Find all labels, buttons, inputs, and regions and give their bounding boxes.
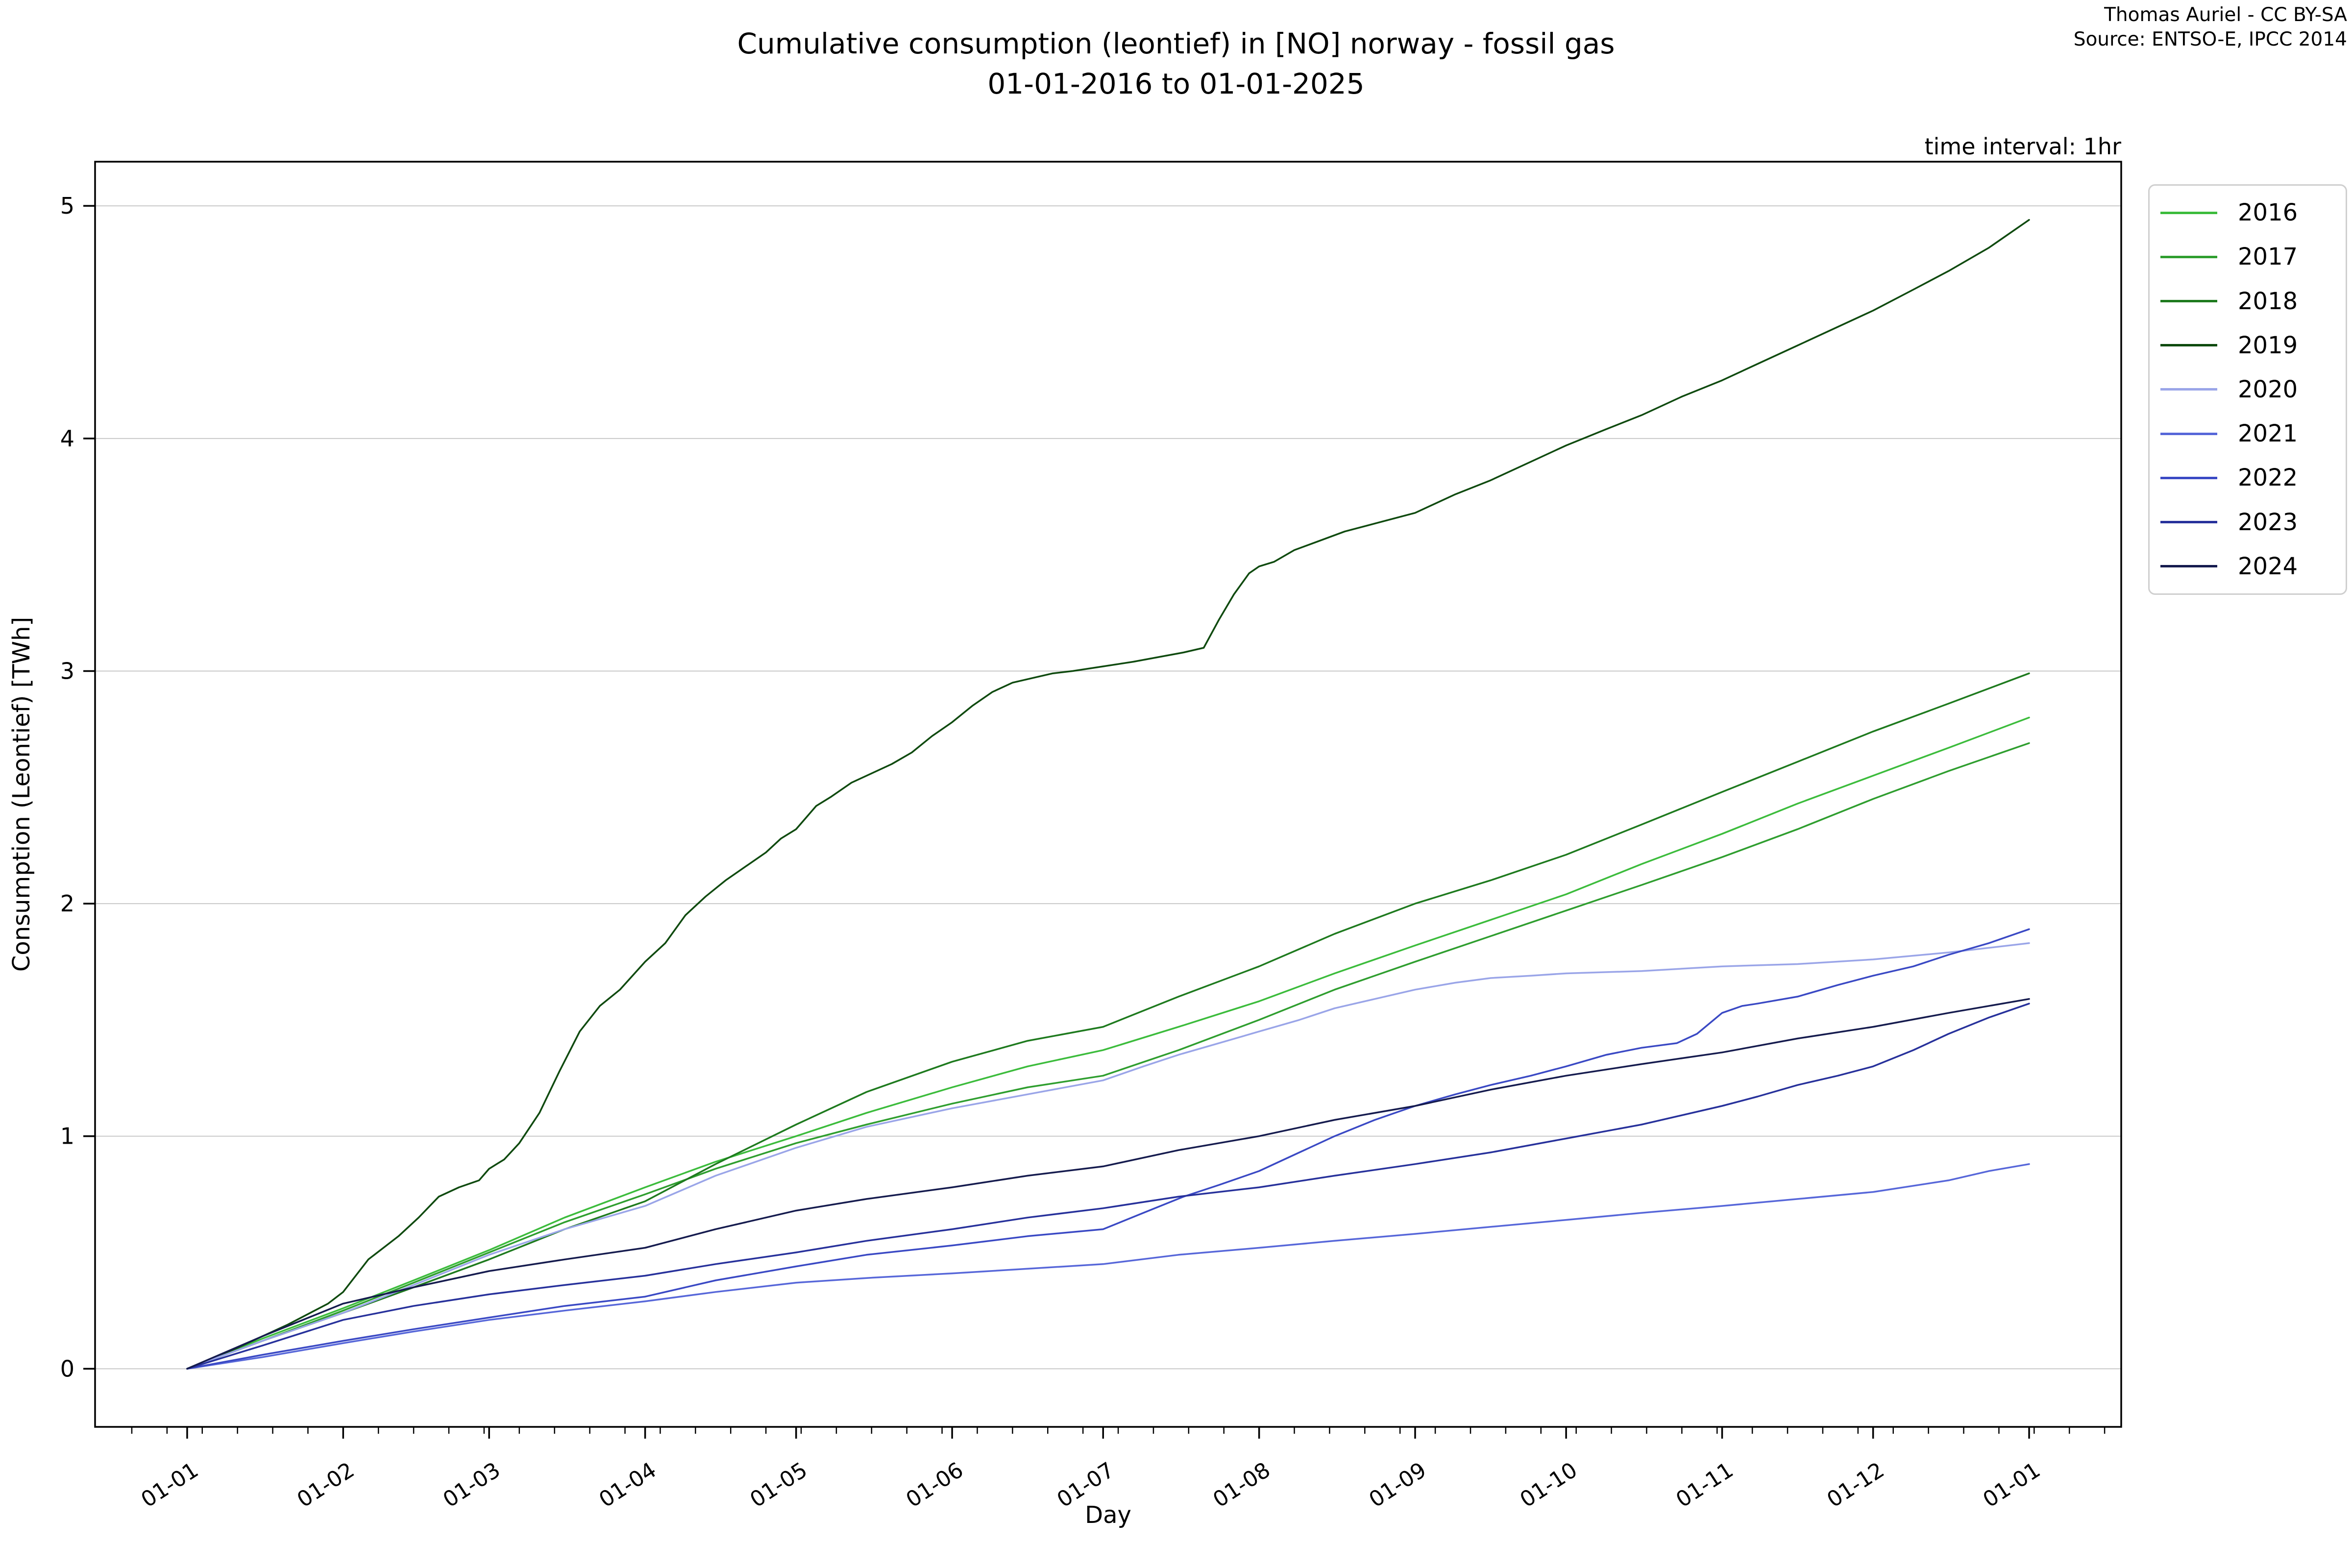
series-line-2020	[186, 942, 2030, 1370]
y-tick-label-1: 1	[60, 1123, 74, 1150]
y-tick-label-5: 5	[60, 193, 74, 219]
legend-item-2022: 2022	[2150, 456, 2346, 499]
series-line-2019	[186, 219, 2030, 1370]
legend-item-2019: 2019	[2150, 324, 2346, 367]
legend-line-swatch-2016	[2160, 211, 2217, 214]
legend-line-swatch-2022	[2160, 476, 2217, 479]
legend-item-2018: 2018	[2150, 280, 2346, 323]
legend-label-2024: 2024	[2238, 552, 2298, 580]
legend-label-2022: 2022	[2238, 464, 2298, 492]
x-tick-label-01-12: 01-12	[1823, 1457, 1889, 1512]
y-tick-label-4: 4	[60, 425, 74, 452]
series-line-2024	[186, 998, 2030, 1370]
legend-line-swatch-2024	[2160, 565, 2217, 568]
legend-label-2017: 2017	[2238, 243, 2298, 271]
plot-border	[94, 161, 2122, 1428]
legend-item-2023: 2023	[2150, 501, 2346, 544]
legend-label-2021: 2021	[2238, 420, 2298, 448]
x-tick-label-01-10: 01-10	[1516, 1457, 1582, 1512]
legend-label-2023: 2023	[2238, 508, 2298, 536]
series-line-2021	[186, 1163, 2030, 1370]
y-tick-label-0: 0	[60, 1355, 74, 1382]
legend-label-2016: 2016	[2238, 199, 2298, 227]
attribution-author: Thomas Auriel - CC BY-SA	[2104, 4, 2347, 26]
chart-title-line1: Cumulative consumption (leontief) in [NO…	[737, 27, 1615, 60]
x-tick-label-01-02: 01-02	[293, 1457, 359, 1512]
y-tick-label-2: 2	[60, 890, 74, 917]
attribution-source: Source: ENTSO-E, IPCC 2014	[2073, 28, 2347, 50]
chart-title: Cumulative consumption (leontief) in [NO…	[0, 24, 2352, 104]
y-tick-label-3: 3	[60, 658, 74, 684]
legend-label-2018: 2018	[2238, 287, 2298, 315]
legend-item-2021: 2021	[2150, 412, 2346, 455]
legend-line-swatch-2023	[2160, 521, 2217, 524]
legend-item-2017: 2017	[2150, 235, 2346, 278]
time-interval-note: time interval: 1hr	[1924, 133, 2121, 160]
series-line-2023	[186, 1003, 2030, 1370]
x-tick-label-01-08: 01-08	[1209, 1457, 1275, 1512]
chart-title-line2: 01-01-2016 to 01-01-2025	[987, 67, 1365, 100]
x-tick-label-01-03: 01-03	[439, 1457, 505, 1512]
legend: 2016 2017 2018 2019 2020 2021 2022 2023 2024	[2148, 184, 2347, 595]
legend-label-2020: 2020	[2238, 375, 2298, 403]
legend-item-2024: 2024	[2150, 545, 2346, 588]
y-axis-label: Consumption (Leontief) [TWh]	[8, 617, 35, 972]
legend-item-2020: 2020	[2150, 368, 2346, 411]
series-line-2022	[186, 928, 2030, 1370]
x-tick-label-01-01: 01-01	[1979, 1457, 2045, 1512]
x-tick-label-01-11: 01-11	[1672, 1457, 1738, 1512]
x-tick-label-01-09: 01-09	[1365, 1457, 1431, 1512]
legend-line-swatch-2017	[2160, 255, 2217, 258]
legend-item-2016: 2016	[2150, 191, 2346, 234]
x-axis-label: Day	[1085, 1501, 1131, 1529]
x-tick-label-01-05: 01-05	[746, 1457, 812, 1512]
legend-line-swatch-2021	[2160, 432, 2217, 435]
legend-line-swatch-2018	[2160, 300, 2217, 303]
legend-line-swatch-2019	[2160, 344, 2217, 347]
x-tick-label-01-01: 01-01	[137, 1457, 203, 1512]
series-line-2016	[186, 716, 2030, 1370]
legend-label-2019: 2019	[2238, 331, 2298, 359]
x-tick-label-01-04: 01-04	[595, 1457, 661, 1512]
series-line-2017	[186, 742, 2030, 1370]
series-line-2018	[186, 672, 2030, 1370]
x-tick-label-01-06: 01-06	[902, 1457, 968, 1512]
legend-line-swatch-2020	[2160, 388, 2217, 391]
attribution: Thomas Auriel - CC BY-SA Source: ENTSO-E…	[2074, 3, 2347, 52]
